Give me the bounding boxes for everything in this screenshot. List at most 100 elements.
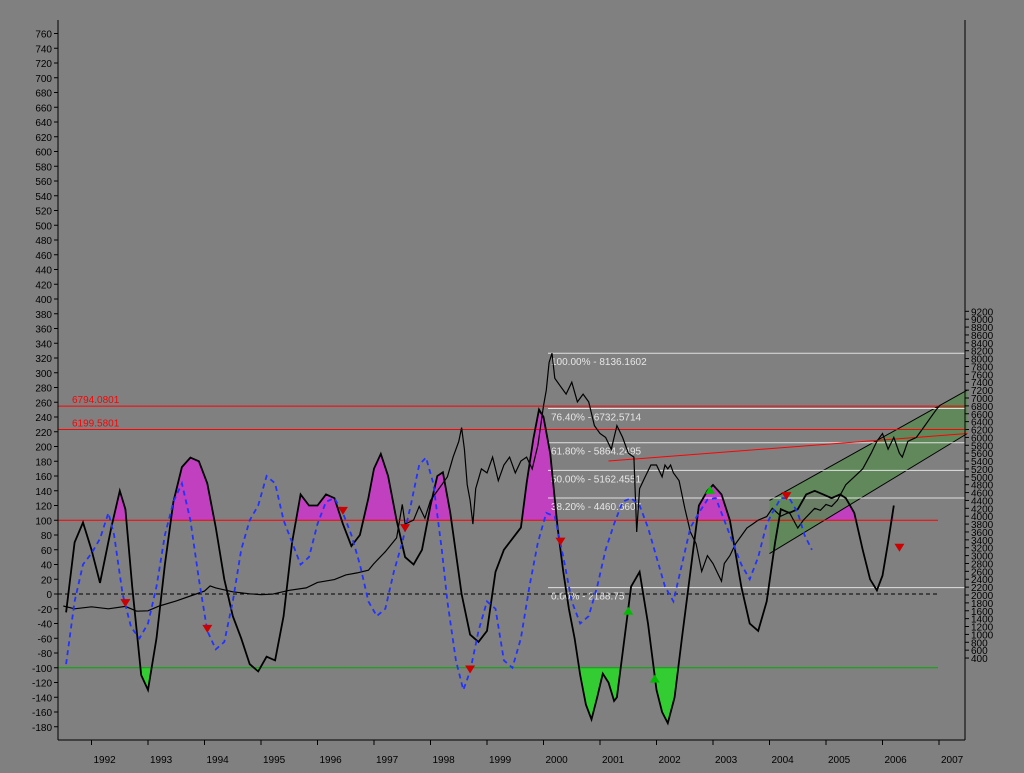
left-tick-label: 440 xyxy=(35,266,52,277)
right-tick-label: 2800 xyxy=(971,559,994,570)
left-tick-label: 620 xyxy=(35,133,52,144)
right-tick-label: 5600 xyxy=(971,449,994,460)
right-tick-label: 5200 xyxy=(971,465,994,476)
right-tick-label: 1600 xyxy=(971,607,994,618)
right-tick-label: 6200 xyxy=(971,426,994,437)
left-tick-label: 660 xyxy=(35,103,52,114)
right-tick-label: 2400 xyxy=(971,575,994,586)
buy-marker xyxy=(705,485,716,494)
left-tick-label: 720 xyxy=(35,59,52,70)
right-tick-label: 800 xyxy=(971,638,988,649)
overbought-fill xyxy=(296,494,342,521)
right-tick-label: 9000 xyxy=(971,315,994,326)
right-tick-label: 600 xyxy=(971,646,988,657)
x-tick-label: 2004 xyxy=(772,755,795,766)
left-tick-label: -120 xyxy=(32,679,52,690)
left-tick-label: 40 xyxy=(41,561,53,572)
left-tick-label: 160 xyxy=(35,472,52,483)
left-tick-label: 180 xyxy=(35,457,52,468)
right-tick-label: 1800 xyxy=(971,599,994,610)
right-tick-label: 4800 xyxy=(971,481,994,492)
left-tick-label: -180 xyxy=(32,723,52,734)
overbought-fill xyxy=(363,453,398,521)
x-tick-label: 1997 xyxy=(376,755,399,766)
right-tick-label: 8400 xyxy=(971,339,994,350)
left-tick-label: 360 xyxy=(35,325,52,336)
overbought-fill xyxy=(522,409,558,521)
x-tick-label: 1998 xyxy=(433,755,456,766)
left-tick-label: 680 xyxy=(35,89,52,100)
right-tick-label: 8800 xyxy=(971,323,994,334)
left-tick-label: 220 xyxy=(35,428,52,439)
right-tick-label: 7200 xyxy=(971,386,994,397)
right-tick-label: 4600 xyxy=(971,489,994,500)
left-tick-label: 340 xyxy=(35,339,52,350)
left-tick-label: 760 xyxy=(35,30,52,41)
right-tick-label: 7600 xyxy=(971,370,994,381)
right-tick-label: 400 xyxy=(971,654,988,665)
x-tick-label: 2007 xyxy=(941,755,964,766)
right-tick-label: 3400 xyxy=(971,536,994,547)
left-tick-label: 600 xyxy=(35,148,52,159)
left-tick-label: 740 xyxy=(35,44,52,55)
fib-label: 76.40% - 6732.5714 xyxy=(551,413,642,424)
left-tick-label: -80 xyxy=(38,649,53,660)
right-tick-label: 5400 xyxy=(971,457,994,468)
right-tick-label: 5000 xyxy=(971,473,994,484)
trendline xyxy=(608,433,968,462)
left-tick-label: 640 xyxy=(35,118,52,129)
right-tick-label: 2000 xyxy=(971,591,994,602)
right-tick-label: 2200 xyxy=(971,583,994,594)
oversold-fill xyxy=(579,667,621,720)
left-tick-label: 380 xyxy=(35,310,52,321)
left-tick-label: -160 xyxy=(32,708,52,719)
left-tick-label: 20 xyxy=(41,575,53,586)
channel-area xyxy=(769,390,968,554)
right-tick-label: 4400 xyxy=(971,496,994,507)
fib-label: 38.20% - 4460.6607 xyxy=(551,502,642,513)
left-tick-label: 560 xyxy=(35,177,52,188)
right-tick-label: 6400 xyxy=(971,418,994,429)
right-tick-label: 3600 xyxy=(971,528,994,539)
x-tick-label: 2006 xyxy=(885,755,908,766)
right-tick-label: 3200 xyxy=(971,544,994,555)
right-tick-label: 8000 xyxy=(971,355,994,366)
right-tick-label: 2600 xyxy=(971,567,994,578)
left-tick-label: 240 xyxy=(35,413,52,424)
x-tick-label: 1994 xyxy=(207,755,230,766)
level-lines: 100.00% - 8136.1602 76.40% - 6732.5714 61.… xyxy=(58,352,968,669)
sell-marker xyxy=(120,599,131,608)
right-tick-label: 1200 xyxy=(971,623,994,634)
left-tick-label: 500 xyxy=(35,221,52,232)
oversold-fill xyxy=(654,667,679,724)
left-tick-label: -20 xyxy=(38,605,53,616)
left-tick-label: 520 xyxy=(35,207,52,218)
left-tick-label: 0 xyxy=(46,590,52,601)
oversold-fill xyxy=(140,667,152,690)
sell-marker xyxy=(894,543,905,552)
signal-markers xyxy=(120,485,905,683)
buy-marker xyxy=(649,674,660,683)
left-tick-label: 420 xyxy=(35,280,52,291)
right-tick-label: 7000 xyxy=(971,394,994,405)
axes: -180 -160 -140 -120 -100 -80 -60 -40 -20 0 20 40 60 8… xyxy=(32,20,994,766)
sell-marker xyxy=(400,524,411,533)
overbought-fill xyxy=(428,472,452,521)
right-tick-label: 7400 xyxy=(971,378,994,389)
right-tick-label: 6800 xyxy=(971,402,994,413)
right-tick-label: 8600 xyxy=(971,331,994,342)
right-tick-label: 6000 xyxy=(971,433,994,444)
x-tick-label: 2002 xyxy=(659,755,682,766)
right-tick-label: 1000 xyxy=(971,630,994,641)
buy-marker xyxy=(623,606,634,615)
price-level-label: 6794.0801 xyxy=(72,395,120,406)
right-tick-label: 3800 xyxy=(971,520,994,531)
left-tick-label: 280 xyxy=(35,384,52,395)
sell-marker xyxy=(555,537,566,546)
right-tick-label: 1400 xyxy=(971,615,994,626)
sell-marker xyxy=(202,624,213,633)
sell-marker xyxy=(465,665,476,674)
overbought-fill xyxy=(171,457,215,521)
x-tick-label: 1996 xyxy=(320,755,343,766)
